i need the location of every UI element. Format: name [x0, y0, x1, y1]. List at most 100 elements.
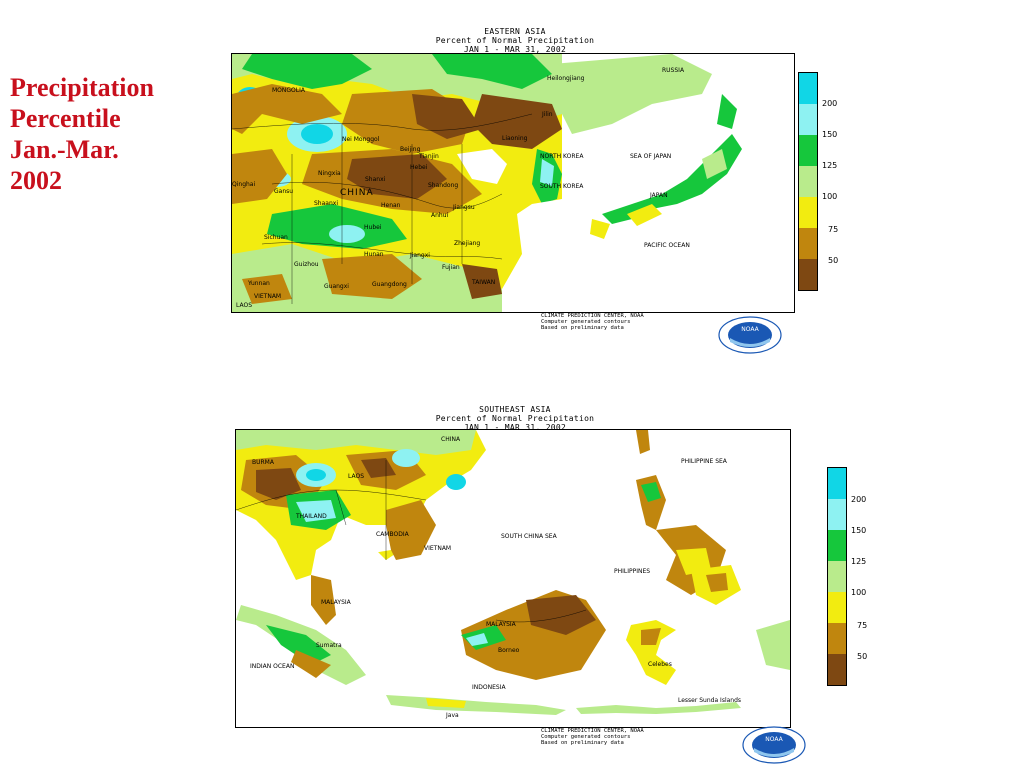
label-borneo: Borneo	[498, 647, 520, 654]
label-shanxi: Shanxi	[365, 176, 386, 183]
precip-russia-coast	[562, 54, 712, 134]
precip-taiwan-south	[636, 430, 650, 454]
label-taiwan: TAIWAN	[471, 279, 495, 286]
label-fujian: Fujian	[442, 264, 460, 271]
bottom-credit-line-2: Computer generated contours	[541, 734, 631, 740]
label-guangdong: Guangdong	[372, 281, 407, 288]
label-philippines: PHILIPPINES	[614, 568, 650, 575]
bottom-legend-label-75: 75	[857, 621, 868, 630]
label-malaysia-west: MALAYSIA	[321, 599, 352, 606]
eastern-asia-map: RUSSIA Heilongjiang MONGOLIA Jilin Liaon…	[231, 53, 795, 313]
legend-swatch-dry	[799, 228, 817, 259]
precip-java-dry	[426, 698, 466, 708]
precip-borneo-very-wet	[466, 633, 488, 646]
label-mongolia: MONGOLIA	[272, 87, 306, 94]
top-credit-line-3: Based on preliminary data	[541, 325, 624, 331]
bottom-credit-line-1: CLIMATE PREDICTION CENTER, NOAA	[541, 728, 644, 734]
label-burma: BURMA	[252, 459, 275, 466]
label-lesser-sunda: Lesser Sunda Islands	[678, 697, 741, 704]
top-map-heading: EASTERN ASIA Percent of Normal Precipita…	[400, 27, 630, 54]
label-sichuan: Sichuan	[264, 234, 288, 241]
label-java: Java	[445, 712, 459, 719]
legend-swatch-extreme-wet	[799, 73, 817, 104]
top-credit-line-2: Computer generated contours	[541, 319, 631, 325]
label-guangxi: Guangxi	[324, 283, 349, 290]
top-map-heading-subject: Percent of Normal Precipitation	[435, 36, 595, 45]
precip-japan-north	[702, 149, 727, 179]
boundary-lines	[232, 113, 533, 304]
bottom-legend-label-50: 50	[857, 652, 868, 661]
side-title-line-2: Percentile	[10, 104, 121, 133]
label-hunan: Hunan	[364, 251, 384, 258]
precip-wet-core-laos	[306, 469, 326, 481]
label-henan: Henan	[381, 202, 401, 209]
legend2-swatch-below-normal	[828, 592, 846, 623]
precip-dry-yunnan	[242, 274, 292, 304]
bottom-legend-label-150: 150	[851, 526, 867, 535]
label-russia: RUSSIA	[662, 67, 685, 74]
side-title-line-1: Precipitation	[10, 73, 154, 102]
side-title-line-4: 2002	[10, 166, 62, 195]
precip-wet-core-hainan	[446, 474, 466, 490]
top-map-heading-region: EASTERN ASIA	[484, 27, 546, 36]
bottom-map-heading-region: SOUTHEAST ASIA	[479, 405, 551, 414]
label-north-korea: NORTH KOREA	[540, 153, 584, 160]
legend2-swatch-very-wet	[828, 499, 846, 530]
label-gansu: Gansu	[274, 188, 293, 195]
legend2-swatch-above-normal	[828, 561, 846, 592]
top-legend-label-75: 75	[828, 225, 839, 234]
precip-celebes	[626, 620, 676, 685]
bottom-map-legend	[827, 467, 847, 686]
label-zhejiang: Zhejiang	[454, 240, 480, 247]
label-anhui: Anhui	[431, 212, 449, 219]
bottom-credit-line-3: Based on preliminary data	[541, 740, 624, 746]
side-title: Precipitation Percentile Jan.-Mar. 2002	[10, 72, 210, 196]
top-map-heading-dates: JAN 1 - MAR 31, 2002	[463, 45, 567, 54]
precip-taiwan	[477, 272, 488, 292]
top-map-credit: CLIMATE PREDICTION CENTER, NOAA Computer…	[541, 313, 644, 331]
label-yunnan: Yunnan	[247, 280, 270, 287]
precip-very-dry-central	[347, 154, 447, 199]
label-jiangsu: Jiangsu	[452, 204, 475, 211]
precip-japan-honshu	[602, 134, 742, 224]
bottom-legend-label-100: 100	[851, 588, 867, 597]
legend2-swatch-very-dry	[828, 654, 846, 685]
label-guizhou: Guizhou	[294, 261, 319, 268]
southeast-asia-map: CHINA BURMA PHILIPPINE SEA LAOS THAILAND…	[235, 429, 791, 728]
precip-region-central-wet	[267, 204, 407, 249]
legend-swatch-wet	[799, 135, 817, 166]
precip-sumatra-dry	[291, 650, 331, 678]
boundary-lines-se	[236, 460, 587, 623]
legend2-swatch-extreme-wet	[828, 468, 846, 499]
label-vietnam: VIETNAM	[254, 293, 281, 300]
precip-very-dry-burma	[256, 468, 301, 500]
label-qinghai: Qinghai	[232, 181, 255, 188]
precip-borneo-very-dry	[526, 595, 596, 635]
precip-mindanao-dry	[706, 573, 728, 592]
label-cambodia: CAMBODIA	[376, 531, 410, 538]
top-legend-label-150: 150	[822, 130, 838, 139]
label-china-se: CHINA	[441, 436, 461, 443]
precip-dry-qinghai	[232, 149, 287, 204]
label-tianjin: Tianjin	[418, 153, 439, 160]
legend2-swatch-wet	[828, 530, 846, 561]
precip-wet-pocket-vietnam-north	[392, 449, 420, 467]
legend-swatch-above-normal	[799, 166, 817, 197]
precip-very-dry-northeast	[472, 94, 562, 149]
precip-lesser-sunda	[576, 702, 741, 714]
label-china: CHINA	[340, 188, 374, 198]
precip-wet-core-1	[301, 124, 333, 144]
precip-sumatra-wet	[266, 625, 331, 665]
bohai-sea	[457, 149, 507, 184]
precip-papua-edge	[756, 620, 790, 670]
bottom-map-heading: SOUTHEAST ASIA Percent of Normal Precipi…	[400, 405, 630, 432]
label-south-china-sea: SOUTH CHINA SEA	[501, 533, 558, 540]
label-beijing: Beijing	[400, 146, 421, 153]
label-sea-of-japan: SEA OF JAPAN	[630, 153, 671, 160]
label-south-korea: SOUTH KOREA	[540, 183, 584, 190]
precip-visayas-dry	[676, 548, 711, 575]
eastern-asia-map-canvas: RUSSIA Heilongjiang MONGOLIA Jilin Liaon…	[232, 54, 794, 312]
label-hebei: Hebei	[410, 164, 428, 171]
precip-wet-pocket-3	[329, 225, 365, 243]
label-japan: JAPAN	[649, 192, 668, 199]
